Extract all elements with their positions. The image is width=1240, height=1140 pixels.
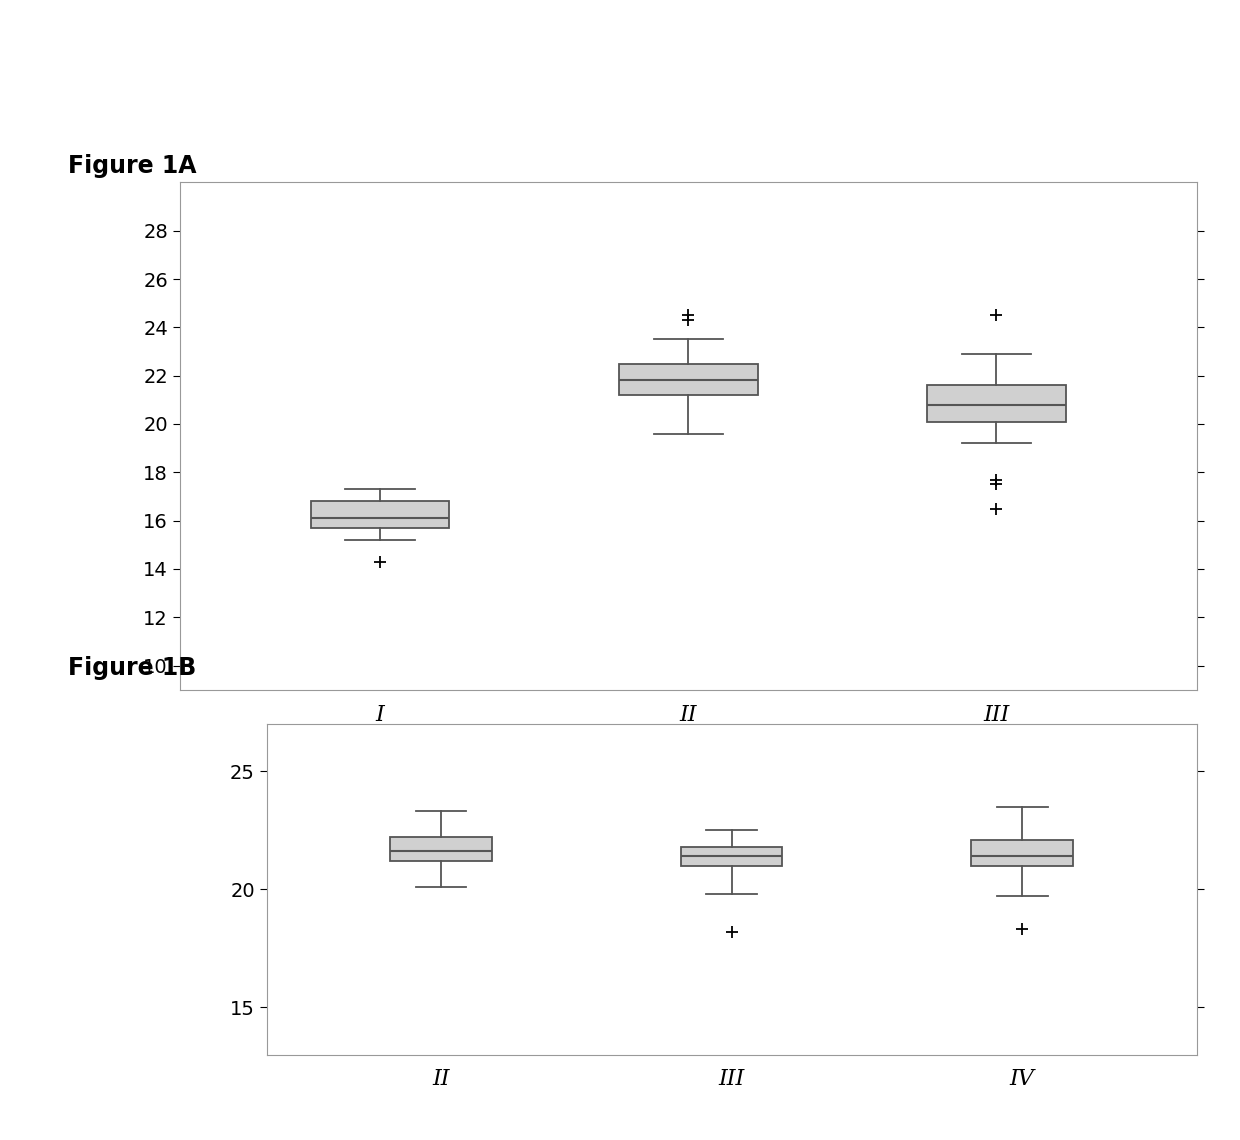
PathPatch shape bbox=[619, 364, 758, 394]
Text: Figure 1A: Figure 1A bbox=[68, 154, 197, 178]
Text: Figure 1B: Figure 1B bbox=[68, 656, 196, 679]
PathPatch shape bbox=[928, 385, 1065, 422]
PathPatch shape bbox=[681, 847, 782, 865]
PathPatch shape bbox=[311, 502, 449, 528]
PathPatch shape bbox=[971, 839, 1073, 865]
PathPatch shape bbox=[391, 837, 492, 861]
